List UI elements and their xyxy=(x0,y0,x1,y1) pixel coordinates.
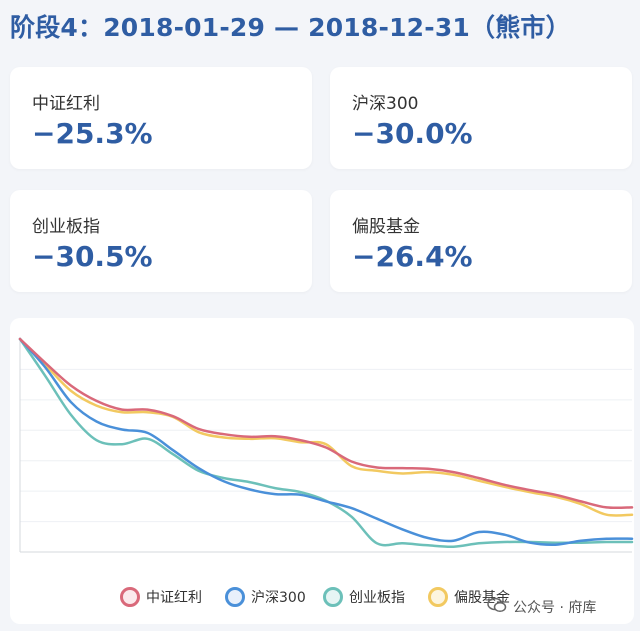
series-line-csi300 xyxy=(18,337,634,547)
legend-item-dividend[interactable]: 中证红利 xyxy=(120,584,202,610)
stat-label: 沪深300 xyxy=(352,94,419,114)
stat-card-dividend: 中证红利 −25.3% xyxy=(10,67,312,169)
page-title: 阶段4：2018-01-29 — 2018-12-31（熊市） xyxy=(10,13,571,42)
stat-card-csi300: 沪深300 −30.0% xyxy=(330,67,632,169)
legend-marker-csi300 xyxy=(225,587,245,607)
watermark-text: 公众号 · 府库 xyxy=(513,600,597,616)
legend-marker-equity-fund xyxy=(428,587,448,607)
stat-label: 创业板指 xyxy=(32,217,100,237)
stat-label: 中证红利 xyxy=(32,94,100,114)
legend-label: 偏股基金 xyxy=(454,590,510,606)
stat-value: −26.4% xyxy=(352,240,473,273)
legend-item-equity-fund[interactable]: 偏股基金 xyxy=(428,584,510,610)
legend-marker-dividend xyxy=(120,587,140,607)
stat-value: −30.5% xyxy=(32,240,153,273)
stat-value: −30.0% xyxy=(352,117,473,150)
watermark: 公众号 · 府库 xyxy=(487,597,596,617)
legend-marker-chinext xyxy=(323,587,343,607)
stat-value: −25.3% xyxy=(32,117,153,150)
series-line-dividend xyxy=(18,337,634,510)
legend-label: 沪深300 xyxy=(251,590,306,606)
wechat-icon xyxy=(487,597,507,617)
legend-item-chinext[interactable]: 创业板指 xyxy=(323,584,405,610)
legend-item-csi300[interactable]: 沪深300 xyxy=(225,584,306,610)
stat-label: 偏股基金 xyxy=(352,217,420,237)
stat-card-chinext: 创业板指 −30.5% xyxy=(10,190,312,292)
legend-label: 中证红利 xyxy=(146,590,202,606)
legend-label: 创业板指 xyxy=(349,590,405,606)
stat-card-equity-fund: 偏股基金 −26.4% xyxy=(330,190,632,292)
series-line-equity-fund xyxy=(18,337,634,517)
